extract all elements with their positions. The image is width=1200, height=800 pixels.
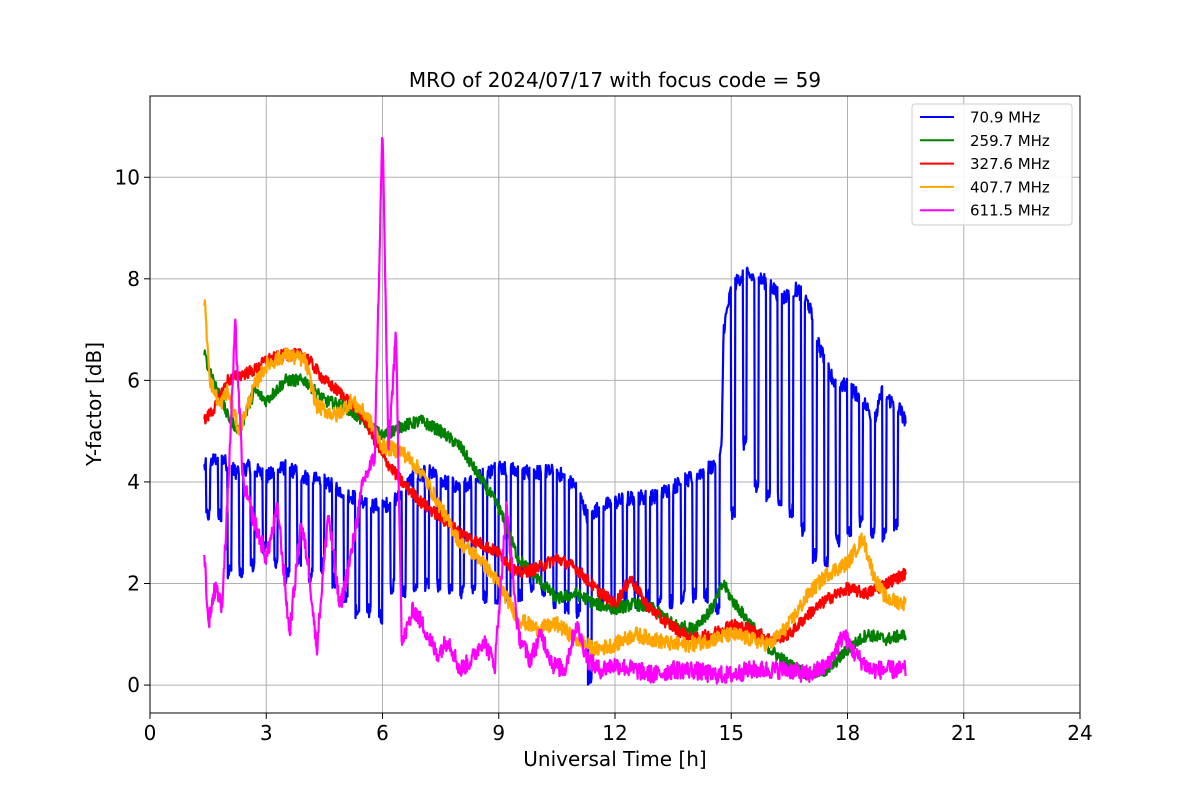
x-tick-label-6: 18 — [835, 721, 860, 745]
y-tick-label-2: 4 — [127, 470, 140, 494]
y-tick-label-1: 2 — [127, 572, 140, 596]
x-tick-label-0: 0 — [144, 721, 157, 745]
chart-title: MRO of 2024/07/17 with focus code = 59 — [409, 68, 821, 92]
legend-label-0: 70.9 MHz — [970, 109, 1040, 127]
x-tick-label-7: 21 — [951, 721, 976, 745]
x-tick-label-5: 15 — [719, 721, 744, 745]
legend-box — [911, 103, 1073, 226]
x-tick-label-2: 6 — [376, 721, 389, 745]
series-line-3 — [203, 299, 907, 657]
legend-label-1: 259.7 MHz — [970, 132, 1050, 150]
legend-label-4: 611.5 MHz — [970, 202, 1050, 220]
legend: 70.9 MHz 259.7 MHz 327.6 MHz 407.7 MHz 611.5… — [911, 103, 1073, 226]
legend-label-3: 407.7 MHz — [970, 178, 1050, 196]
y-axis-label: Y-factor [dB] — [82, 342, 106, 467]
x-tick-label-3: 9 — [492, 721, 505, 745]
y-tick-label-5: 10 — [115, 165, 140, 189]
y-tick-label-4: 8 — [127, 267, 140, 291]
y-tick-label-3: 6 — [127, 368, 140, 392]
x-tick-label-4: 12 — [602, 721, 627, 745]
series-line-2 — [203, 347, 907, 646]
series-line-4 — [203, 136, 907, 685]
y-tick-label-0: 0 — [127, 673, 140, 697]
x-tick-label-8: 24 — [1067, 721, 1092, 745]
x-tick-label-1: 3 — [260, 721, 273, 745]
legend-label-2: 327.6 MHz — [970, 155, 1050, 173]
series-layer — [203, 136, 907, 686]
x-axis-label: Universal Time [h] — [523, 747, 706, 771]
